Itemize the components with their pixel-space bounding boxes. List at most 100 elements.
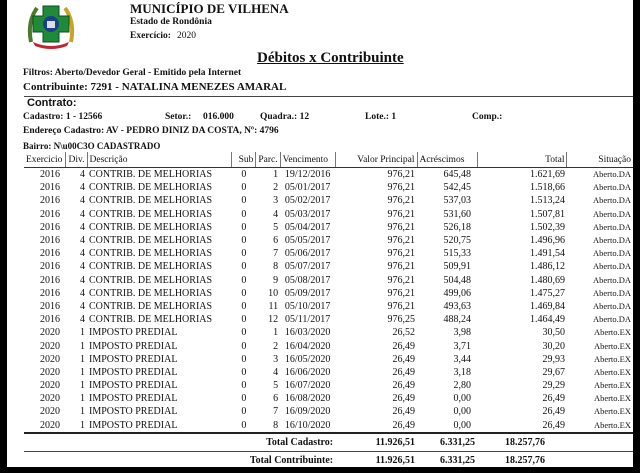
cell-div: 4 [80,300,85,312]
cell-div: 1 [80,419,85,431]
cell-descricao: IMPOSTO PREDIAL [89,353,178,365]
cell-parc: 4 [273,366,279,378]
cell-exercicio: 2020 [39,419,60,431]
cell-valor-principal: 976,21 [387,300,416,312]
cell-parc: 6 [273,393,279,405]
table-row: 2020 1 IMPOSTO PREDIAL 0 5 16/07/2020 26,49 2,8… [24,379,633,392]
cell-exercicio: 2016 [39,300,60,312]
cell-parc: 5 [273,221,279,233]
cell-descricao: CONTRIB. DE MELHORIAS [89,287,213,299]
cell-parc: 1 [273,327,279,339]
cell-acrescimos: 0,00 [453,393,472,405]
cell-div: 1 [80,327,85,339]
cell-valor-principal: 976,21 [387,261,416,273]
cell-situacao: Aberto.EX [593,353,631,364]
table-header-row: Exercicio Div. Descrição Sub Parc. Venci… [24,152,633,168]
table-row: 2016 4 CONTRIB. DE MELHORIAS 0 8 05/07/2017 97… [24,260,633,273]
report-page: MUNICÍPIO DE VILHENA Estado de Rondônia … [7,0,633,467]
cell-descricao: IMPOSTO PREDIAL [89,327,178,339]
cell-div: 4 [80,195,85,207]
col-acrescimos: Acréscimos [416,152,478,168]
total-contribuinte-acrescimos: 6.331,25 [440,455,476,467]
cell-div: 4 [80,314,85,326]
table-row: 2020 1 IMPOSTO PREDIAL 0 3 16/05/2020 26,49 3,4… [24,353,633,366]
cell-acrescimos: 515,33 [443,248,472,260]
cell-sub: 0 [241,182,247,194]
cell-valor-principal: 976,21 [387,182,416,194]
cadastro-text: Cadastro: 1 - 12566 [23,112,103,122]
table-row: 2016 4 CONTRIB. DE MELHORIAS 0 12 05/11/2017 9… [24,313,633,326]
cell-vencimento: 05/06/2017 [284,248,331,260]
cell-descricao: CONTRIB. DE MELHORIAS [89,274,213,286]
col-situacao: Situação [566,152,633,168]
quadra-text: Quadra.: 12 [260,112,310,122]
cell-div: 4 [80,235,85,247]
cell-acrescimos: 509,91 [443,261,472,273]
cell-situacao: Aberto.DA [592,248,631,259]
cell-div: 4 [80,287,85,299]
cell-parc: 3 [273,353,279,365]
cell-descricao: CONTRIB. DE MELHORIAS [89,195,213,207]
cell-exercicio: 2020 [39,366,60,378]
cell-total: 30,20 [542,340,565,352]
cell-sub: 0 [241,406,247,418]
total-contribuinte-row: Total Contribuinte: 11.926,51 6.331,25 1… [24,451,633,470]
cell-valor-principal: 26,49 [392,353,416,365]
cell-total: 26,49 [542,393,565,405]
cell-total: 1.486,12 [529,261,565,273]
cell-acrescimos: 0,00 [453,419,472,431]
cell-div: 1 [80,380,85,392]
cell-valor-principal: 26,49 [392,366,416,378]
cell-situacao: Aberto.DA [592,235,631,246]
cell-situacao: Aberto.DA [592,274,631,285]
cell-vencimento: 16/04/2020 [284,340,331,352]
divider [24,96,633,97]
cell-total: 1.469,84 [529,300,565,312]
cell-acrescimos: 504,48 [443,274,472,286]
col-parc: Parc. [255,152,281,168]
contract-heading: Contrato: [27,97,77,109]
cell-situacao: Aberto.DA [592,195,631,206]
cell-valor-principal: 976,25 [387,314,416,326]
cell-sub: 0 [241,248,247,260]
table-row: 2020 1 IMPOSTO PREDIAL 0 6 16/08/2020 26,49 0,0… [24,392,633,405]
cell-sub: 0 [241,300,247,312]
cell-valor-principal: 976,21 [387,274,416,286]
cell-acrescimos: 531,60 [443,208,472,220]
cell-descricao: CONTRIB. DE MELHORIAS [89,300,213,312]
table-row: 2020 1 IMPOSTO PREDIAL 0 2 16/04/2020 26,49 3,7… [24,339,633,352]
cell-exercicio: 2016 [39,235,60,247]
municipality-name: MUNICÍPIO DE VILHENA [130,1,289,16]
cell-sub: 0 [241,366,247,378]
cell-descricao: IMPOSTO PREDIAL [89,366,178,378]
cell-total: 1.496,96 [529,235,565,247]
cell-div: 4 [80,274,85,286]
cell-sub: 0 [241,274,247,286]
cell-situacao: Aberto.EX [593,406,631,417]
cell-acrescimos: 2,80 [453,380,472,392]
lote-text: Lote.: 1 [365,112,397,122]
cell-descricao: CONTRIB. DE MELHORIAS [89,208,213,220]
cell-valor-principal: 26,49 [392,380,416,392]
cell-situacao: Aberto.DA [592,300,631,311]
cell-parc: 5 [273,380,279,392]
taxpayer-text: Contribuinte: 7291 - NATALINA MENEZES AM… [23,81,287,93]
total-contribuinte-total: 18.257,76 [504,455,545,467]
col-exercicio: Exercicio [24,152,66,168]
exercise-label: Exercício: [130,31,171,41]
cell-descricao: IMPOSTO PREDIAL [89,419,178,431]
cell-descricao: CONTRIB. DE MELHORIAS [89,235,213,247]
table-row: 2020 1 IMPOSTO PREDIAL 0 4 16/06/2020 26,49 3,1… [24,366,633,379]
cell-exercicio: 2020 [39,406,60,418]
cell-vencimento: 16/07/2020 [284,380,331,392]
cell-vencimento: 16/06/2020 [284,366,331,378]
cell-acrescimos: 526,18 [443,221,472,233]
cell-total: 26,49 [542,419,565,431]
cell-total: 1.464,49 [529,314,565,326]
cell-sub: 0 [241,195,247,207]
cell-total: 1.475,27 [529,287,565,299]
cell-exercicio: 2020 [39,393,60,405]
cell-sub: 0 [241,314,247,326]
cell-sub: 0 [241,380,247,392]
cell-total: 29,93 [542,353,565,365]
